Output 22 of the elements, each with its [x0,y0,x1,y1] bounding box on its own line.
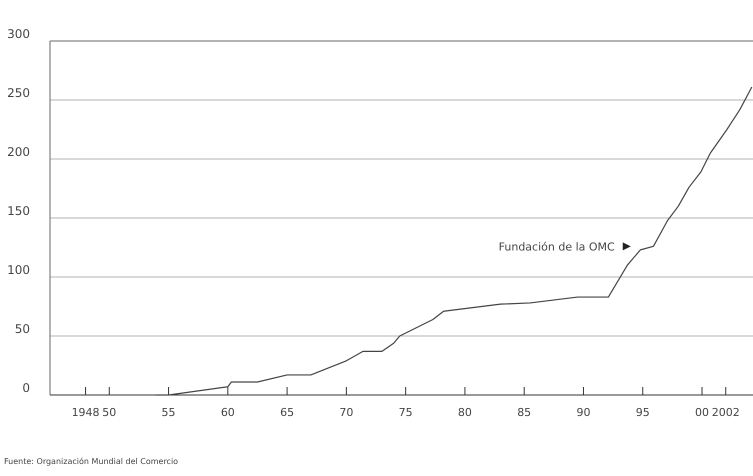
x-tick-label: 70 [339,406,354,419]
source-note: Fuente: Organización Mundial del Comercio [4,457,178,466]
y-tick-label: 100 [7,263,30,277]
y-tick-label: 200 [7,145,30,159]
x-tick-label: 55 [162,406,176,419]
annotation: Fundación de la OMC [498,240,616,254]
x-tick-label: 80 [458,406,472,419]
y-tick-label: 150 [7,204,30,218]
y-tick-label: 250 [7,86,30,100]
x-tick-label: 1948 [72,406,100,419]
x-tick-label: 65 [280,406,294,419]
x-tick-label: 75 [398,406,413,419]
x-tick-label: 00 [695,406,710,419]
x-tick-label: 60 [220,406,235,419]
x-tick-label: 90 [576,406,590,419]
x-tick-label: 95 [636,406,650,419]
x-tick-label: 50 [102,406,116,419]
x-tick-label: 85 [517,406,532,419]
y-tick-label: 0 [22,381,30,395]
y-tick-label: 300 [7,27,30,41]
x-tick-label: 2002 [712,406,740,419]
y-tick-label: 50 [14,322,30,336]
